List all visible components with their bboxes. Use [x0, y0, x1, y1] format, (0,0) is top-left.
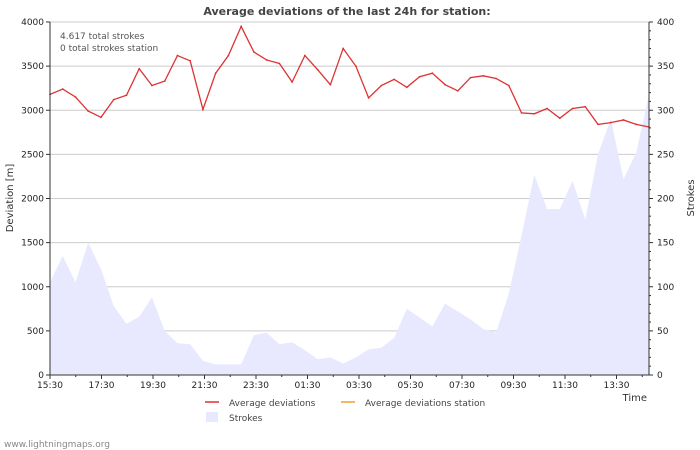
- right-tick-label: 350: [657, 62, 674, 72]
- average-deviations-line: [49, 24, 650, 128]
- average-deviations-point: [533, 112, 536, 115]
- legend-label-average-deviations: Average deviations: [229, 399, 316, 409]
- average-deviations-point: [227, 54, 230, 57]
- average-deviations-point: [367, 96, 370, 99]
- average-deviations-point: [354, 65, 357, 68]
- average-deviations-point: [342, 47, 345, 50]
- average-deviations-point: [278, 62, 281, 65]
- average-deviations-point: [431, 72, 434, 75]
- average-deviations-point: [163, 80, 166, 83]
- left-tick-label: 3000: [21, 106, 44, 116]
- right-tick-label: 100: [657, 283, 674, 293]
- average-deviations-point: [125, 94, 128, 97]
- left-axis-ticks: 0 500 1000 1500 2000 2500 3000 3500 4000: [21, 18, 50, 381]
- x-tick-label: 23:30: [243, 381, 269, 391]
- average-deviations-point: [61, 88, 64, 90]
- average-deviations-point: [265, 59, 268, 61]
- x-tick-label: 03:30: [346, 381, 372, 391]
- average-deviations-point: [329, 83, 332, 86]
- average-deviations-point: [393, 78, 396, 81]
- left-tick-label: 4000: [21, 18, 44, 28]
- average-deviations-point: [482, 74, 485, 77]
- right-tick-label: 200: [657, 195, 674, 205]
- x-tick-label: 11:30: [552, 381, 578, 391]
- x-axis-ticks: 15:30 17:30 19:30 21:30 23:30 01:30 03:30 05:30…: [37, 375, 643, 391]
- average-deviations-point: [609, 121, 612, 124]
- x-tick-label: 17:30: [89, 381, 115, 391]
- average-deviations-point: [405, 86, 408, 89]
- average-deviations-point: [456, 89, 459, 92]
- legend-label-average-deviations-station: Average deviations station: [365, 399, 485, 409]
- annotation-station-strokes: 0 total strokes station: [60, 44, 158, 54]
- average-deviations-point: [316, 68, 319, 71]
- x-axis-label: Time: [622, 393, 647, 404]
- average-deviations-point: [202, 108, 204, 111]
- legend-label-strokes: Strokes: [229, 414, 263, 424]
- footer-watermark: www.lightningmaps.org: [4, 440, 110, 450]
- chart-title: Average deviations of the last 24h for s…: [203, 5, 490, 18]
- average-deviations-point: [253, 51, 255, 53]
- y-axis-right-label: Strokes: [686, 179, 697, 216]
- right-tick-label: 150: [657, 239, 674, 249]
- left-tick-label: 2000: [21, 195, 44, 205]
- x-tick-label: 19:30: [140, 381, 166, 391]
- left-tick-label: 1000: [21, 283, 44, 293]
- average-deviations-point: [520, 112, 523, 114]
- x-tick-label: 09:30: [501, 381, 527, 391]
- x-tick-label: 05:30: [398, 381, 424, 391]
- strokes-area: [50, 94, 649, 376]
- x-tick-label: 01:30: [295, 381, 321, 391]
- left-tick-label: 0: [38, 371, 44, 381]
- average-deviations-point: [176, 54, 179, 57]
- average-deviations-point: [87, 110, 90, 113]
- y-axis-left-label: Deviation [m]: [5, 164, 16, 233]
- average-deviations-point: [622, 119, 625, 121]
- average-deviations-point: [546, 107, 548, 110]
- average-deviations-series: [49, 24, 650, 128]
- x-tick-label: 13:30: [604, 381, 630, 391]
- left-tick-label: 500: [27, 327, 44, 337]
- x-tick-label: 15:30: [37, 381, 63, 391]
- right-axis-ticks: 0 50 100 150 200 250 300 350 400: [649, 18, 674, 381]
- right-tick-label: 300: [657, 106, 674, 116]
- average-deviations-point: [214, 72, 217, 75]
- right-tick-label: 400: [657, 18, 674, 28]
- x-tick-label: 07:30: [449, 381, 475, 391]
- average-deviations-point: [495, 77, 497, 80]
- average-deviations-point: [291, 81, 294, 83]
- average-deviations-point: [571, 107, 574, 110]
- left-tick-label: 1500: [21, 239, 44, 249]
- average-deviations-point: [240, 25, 243, 28]
- left-tick-label: 3500: [21, 62, 44, 72]
- average-deviations-point: [303, 54, 306, 57]
- average-deviations-point: [469, 76, 472, 79]
- legend: Average deviations Average deviations st…: [205, 399, 485, 424]
- average-deviations-point: [100, 116, 102, 119]
- average-deviations-point: [112, 98, 115, 101]
- average-deviations-point: [189, 59, 192, 62]
- average-deviations-point: [380, 84, 383, 87]
- average-deviations-point: [444, 83, 446, 86]
- legend-swatch-strokes: [206, 412, 218, 422]
- average-deviations-point: [584, 105, 587, 108]
- annotation-total-strokes: 4.617 total strokes: [60, 32, 145, 42]
- average-deviations-point: [635, 123, 638, 126]
- strokes-series: [50, 94, 649, 376]
- average-deviations-point: [151, 84, 153, 87]
- average-deviations-point: [74, 96, 77, 98]
- average-deviations-point: [418, 75, 421, 78]
- right-tick-label: 250: [657, 150, 674, 160]
- left-tick-label: 2500: [21, 150, 44, 160]
- average-deviations-point: [558, 117, 561, 120]
- average-deviations-point: [597, 123, 599, 126]
- right-tick-label: 0: [657, 371, 663, 381]
- average-deviations-point: [507, 84, 510, 87]
- average-deviations-point: [138, 67, 141, 70]
- x-tick-label: 21:30: [192, 381, 218, 391]
- right-tick-label: 50: [657, 327, 669, 337]
